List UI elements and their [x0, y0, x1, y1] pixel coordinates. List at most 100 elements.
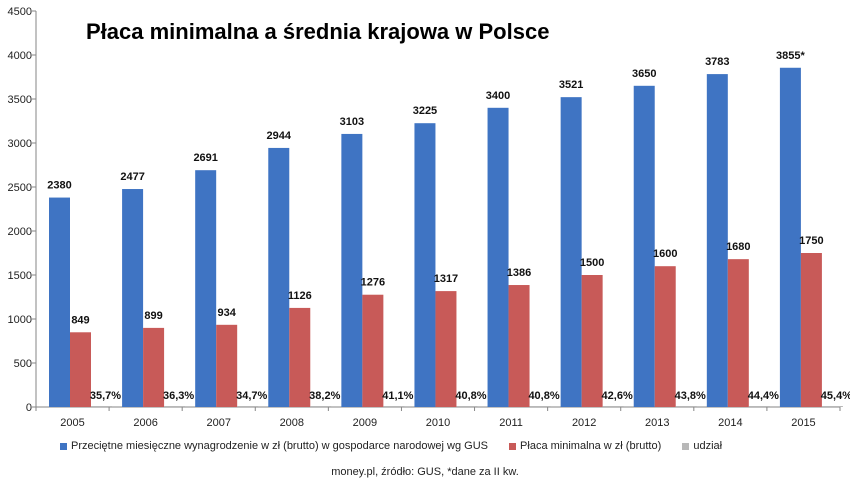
y-tick-label: 3000	[8, 138, 32, 150]
y-tick-label: 1000	[8, 314, 32, 326]
x-tick-label: 2011	[499, 417, 523, 429]
data-label-minimum-wage: 1126	[288, 290, 312, 302]
legend-label-minimum-wage: Płaca minimalna w zł (brutto)	[520, 440, 662, 452]
bar-share	[237, 406, 259, 407]
x-tick-label: 2005	[60, 417, 84, 429]
bar-average-wage	[779, 67, 801, 407]
data-label-share: 36,3%	[163, 390, 194, 402]
bar-share	[821, 406, 843, 407]
y-tick-label: 500	[14, 358, 32, 370]
data-label-minimum-wage: 1500	[580, 257, 604, 269]
data-label-average-wage: 3225	[413, 105, 437, 117]
bar-share	[383, 406, 405, 407]
x-axis: 2005 2006 2007 2008 2009 2010 2011 2012 2013 2014…	[35, 406, 841, 429]
data-labels: 2380 849 35,7% 2477 899 36,3% 2691 934 34,7% 2944…	[47, 50, 850, 402]
y-tick-label: 2500	[8, 182, 32, 194]
data-label-minimum-wage: 934	[218, 307, 237, 319]
bar-share	[91, 406, 112, 407]
data-label-minimum-wage: 1600	[653, 248, 677, 260]
bar-minimum-wage	[581, 275, 603, 407]
data-label-average-wage: 2477	[120, 171, 144, 183]
data-label-average-wage: 3783	[705, 56, 729, 68]
bar-share	[529, 406, 551, 407]
legend-item-minimum-wage: Płaca minimalna w zł (brutto)	[509, 440, 661, 452]
bar-minimum-wage	[508, 285, 530, 407]
bar-minimum-wage	[216, 324, 238, 407]
data-label-share: 40,8%	[455, 390, 486, 402]
data-label-share: 44,4%	[748, 390, 779, 402]
x-tick-label: 2015	[791, 417, 815, 429]
data-label-share: 40,8%	[528, 390, 559, 402]
data-label-minimum-wage: 899	[144, 310, 162, 322]
y-tick-label: 4500	[8, 6, 32, 18]
bars	[49, 67, 843, 408]
data-label-average-wage: 3650	[632, 68, 656, 80]
data-label-average-wage: 2691	[193, 152, 217, 164]
bar-minimum-wage	[289, 307, 311, 407]
legend-item-average-wage: Przeciętne miesięczne wynagrodzenie w zł…	[60, 440, 488, 452]
bar-average-wage	[195, 170, 217, 407]
data-label-share: 38,2%	[309, 390, 340, 402]
data-label-average-wage: 3855*	[776, 50, 805, 62]
data-label-share: 45,4%	[821, 390, 850, 402]
bar-average-wage	[341, 133, 363, 407]
data-label-minimum-wage: 1750	[799, 235, 823, 247]
bar-minimum-wage	[435, 291, 457, 407]
legend-label-share: udział	[693, 440, 723, 452]
y-tick-label: 0	[26, 402, 32, 414]
chart-title: Płaca minimalna a średnia krajowa w Pols…	[86, 19, 549, 44]
x-tick-label: 2010	[426, 417, 450, 429]
bar-average-wage	[560, 97, 582, 407]
bar-minimum-wage	[362, 294, 384, 407]
bar-average-wage	[487, 107, 509, 408]
bar-share	[602, 406, 624, 407]
data-label-share: 34,7%	[236, 390, 267, 402]
legend-swatch-red	[509, 442, 517, 450]
data-label-average-wage: 2380	[47, 180, 71, 192]
x-tick-label: 2009	[353, 417, 377, 429]
bar-share	[675, 406, 697, 407]
x-tick-label: 2007	[206, 417, 230, 429]
data-label-minimum-wage: 1386	[507, 267, 531, 279]
source-note: money.pl, źródło: GUS, *dane za II kw.	[331, 466, 519, 478]
bar-average-wage	[268, 147, 290, 408]
y-tick-label: 4000	[8, 50, 32, 62]
x-tick-label: 2014	[718, 417, 742, 429]
bar-minimum-wage	[70, 332, 91, 407]
x-tick-label: 2006	[133, 417, 157, 429]
data-label-average-wage: 3400	[486, 90, 510, 102]
x-tick-label: 2013	[645, 417, 669, 429]
bar-average-wage	[49, 197, 70, 407]
data-label-average-wage: 3521	[559, 79, 583, 91]
data-label-share: 43,8%	[675, 390, 706, 402]
bar-share	[164, 406, 186, 407]
legend-swatch-blue	[60, 442, 67, 450]
bar-minimum-wage	[800, 253, 822, 407]
x-tick-label: 2012	[572, 417, 596, 429]
bar-average-wage	[122, 189, 144, 407]
bar-share	[456, 406, 478, 407]
y-tick-label: 1500	[8, 270, 32, 282]
data-label-minimum-wage: 1317	[434, 273, 458, 285]
bar-average-wage	[414, 123, 436, 407]
data-label-average-wage: 3103	[340, 116, 364, 128]
bar-minimum-wage	[727, 259, 749, 407]
legend-swatch-gray	[682, 442, 690, 450]
bar-share	[748, 406, 770, 407]
y-axis: 0 500 1000 1500 2000 2500 3000 3500 4000 4500	[8, 6, 37, 414]
y-tick-label: 3500	[8, 94, 32, 106]
bar-average-wage	[706, 74, 728, 407]
data-label-minimum-wage: 1276	[361, 277, 385, 289]
data-label-minimum-wage: 1680	[726, 241, 750, 253]
chart: Płaca minimalna a średnia krajowa w Pols…	[8, 6, 850, 429]
bar-minimum-wage	[143, 327, 165, 407]
data-label-share: 41,1%	[382, 390, 413, 402]
data-label-average-wage: 2944	[267, 130, 292, 142]
y-tick-label: 2000	[8, 226, 32, 238]
bar-average-wage	[633, 85, 655, 408]
data-label-share: 42,6%	[602, 390, 633, 402]
legend: Przeciętne miesięczne wynagrodzenie w zł…	[60, 440, 840, 460]
x-tick-label: 2008	[280, 417, 304, 429]
legend-label-average-wage: Przeciętne miesięczne wynagrodzenie w zł…	[71, 440, 488, 452]
data-label-share: 35,7%	[90, 390, 121, 402]
